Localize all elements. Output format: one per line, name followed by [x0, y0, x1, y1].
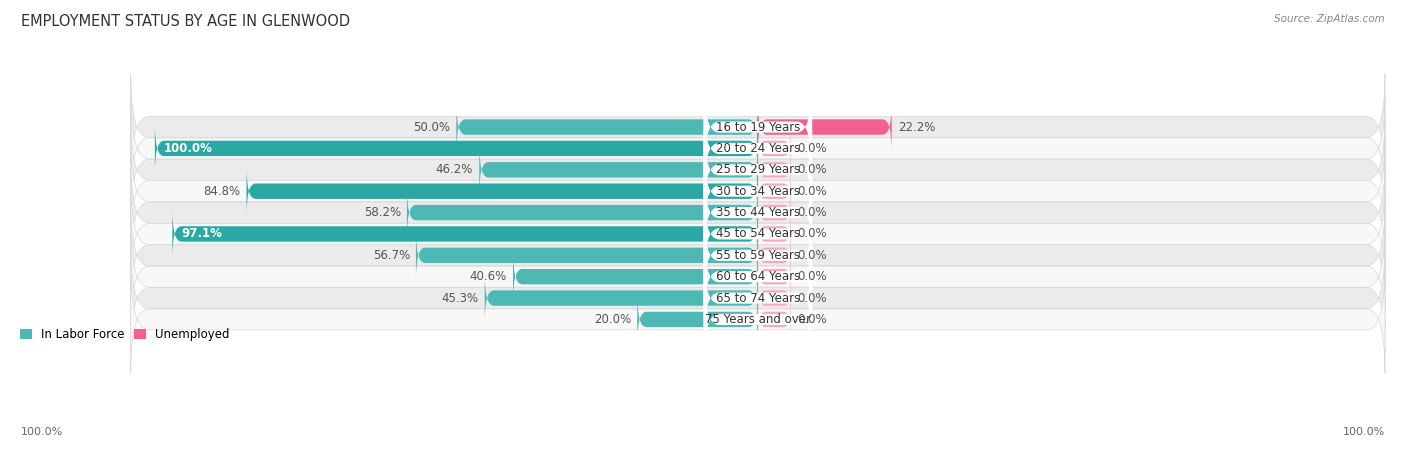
Text: 65 to 74 Years: 65 to 74 Years — [716, 291, 800, 304]
Text: 100.0%: 100.0% — [1343, 428, 1385, 437]
FancyBboxPatch shape — [637, 295, 758, 344]
Text: 20.0%: 20.0% — [595, 313, 631, 326]
Text: 35 to 44 Years: 35 to 44 Years — [716, 206, 800, 219]
Text: 84.8%: 84.8% — [204, 184, 240, 198]
Text: 30 to 34 Years: 30 to 34 Years — [716, 184, 800, 198]
FancyBboxPatch shape — [131, 138, 1385, 245]
Text: 50.0%: 50.0% — [413, 120, 450, 133]
FancyBboxPatch shape — [131, 202, 1385, 309]
Text: 45.3%: 45.3% — [441, 291, 478, 304]
FancyBboxPatch shape — [246, 167, 758, 216]
FancyBboxPatch shape — [758, 194, 792, 230]
Text: 100.0%: 100.0% — [165, 142, 212, 155]
FancyBboxPatch shape — [758, 280, 792, 316]
Legend: In Labor Force, Unemployed: In Labor Force, Unemployed — [15, 323, 235, 345]
Text: 60 to 64 Years: 60 to 64 Years — [716, 270, 800, 283]
FancyBboxPatch shape — [703, 79, 813, 175]
FancyBboxPatch shape — [416, 231, 758, 280]
Text: 22.2%: 22.2% — [898, 120, 935, 133]
FancyBboxPatch shape — [131, 116, 1385, 223]
FancyBboxPatch shape — [131, 95, 1385, 202]
FancyBboxPatch shape — [513, 252, 758, 301]
Text: 75 Years and over: 75 Years and over — [704, 313, 811, 326]
FancyBboxPatch shape — [758, 130, 792, 166]
FancyBboxPatch shape — [758, 103, 891, 152]
FancyBboxPatch shape — [457, 103, 758, 152]
Text: 46.2%: 46.2% — [436, 163, 474, 176]
FancyBboxPatch shape — [131, 223, 1385, 330]
FancyBboxPatch shape — [703, 165, 813, 261]
Text: Source: ZipAtlas.com: Source: ZipAtlas.com — [1274, 14, 1385, 23]
Text: 0.0%: 0.0% — [797, 313, 827, 326]
Text: 0.0%: 0.0% — [797, 206, 827, 219]
Text: 58.2%: 58.2% — [364, 206, 401, 219]
FancyBboxPatch shape — [758, 152, 792, 188]
Text: 40.6%: 40.6% — [470, 270, 508, 283]
FancyBboxPatch shape — [758, 237, 792, 273]
FancyBboxPatch shape — [703, 207, 813, 303]
FancyBboxPatch shape — [758, 259, 792, 295]
Text: 0.0%: 0.0% — [797, 142, 827, 155]
FancyBboxPatch shape — [131, 74, 1385, 181]
FancyBboxPatch shape — [758, 301, 792, 337]
Text: 55 to 59 Years: 55 to 59 Years — [716, 249, 800, 262]
FancyBboxPatch shape — [703, 122, 813, 218]
FancyBboxPatch shape — [131, 244, 1385, 352]
Text: 45 to 54 Years: 45 to 54 Years — [716, 227, 800, 240]
FancyBboxPatch shape — [758, 173, 792, 209]
Text: 100.0%: 100.0% — [21, 428, 63, 437]
FancyBboxPatch shape — [703, 272, 813, 367]
Text: 0.0%: 0.0% — [797, 184, 827, 198]
FancyBboxPatch shape — [479, 145, 758, 194]
FancyBboxPatch shape — [173, 210, 758, 258]
FancyBboxPatch shape — [703, 186, 813, 282]
Text: 0.0%: 0.0% — [797, 249, 827, 262]
FancyBboxPatch shape — [703, 229, 813, 325]
FancyBboxPatch shape — [758, 216, 792, 252]
Text: EMPLOYMENT STATUS BY AGE IN GLENWOOD: EMPLOYMENT STATUS BY AGE IN GLENWOOD — [21, 14, 350, 28]
FancyBboxPatch shape — [406, 188, 758, 237]
Text: 25 to 29 Years: 25 to 29 Years — [716, 163, 800, 176]
FancyBboxPatch shape — [155, 124, 758, 173]
FancyBboxPatch shape — [703, 143, 813, 239]
Text: 0.0%: 0.0% — [797, 227, 827, 240]
Text: 97.1%: 97.1% — [181, 227, 222, 240]
FancyBboxPatch shape — [703, 250, 813, 346]
Text: 0.0%: 0.0% — [797, 270, 827, 283]
FancyBboxPatch shape — [131, 159, 1385, 266]
Text: 0.0%: 0.0% — [797, 163, 827, 176]
Text: 20 to 24 Years: 20 to 24 Years — [716, 142, 800, 155]
Text: 56.7%: 56.7% — [373, 249, 411, 262]
FancyBboxPatch shape — [485, 274, 758, 322]
Text: 16 to 19 Years: 16 to 19 Years — [716, 120, 800, 133]
FancyBboxPatch shape — [131, 266, 1385, 373]
FancyBboxPatch shape — [131, 180, 1385, 288]
Text: 0.0%: 0.0% — [797, 291, 827, 304]
FancyBboxPatch shape — [703, 101, 813, 196]
